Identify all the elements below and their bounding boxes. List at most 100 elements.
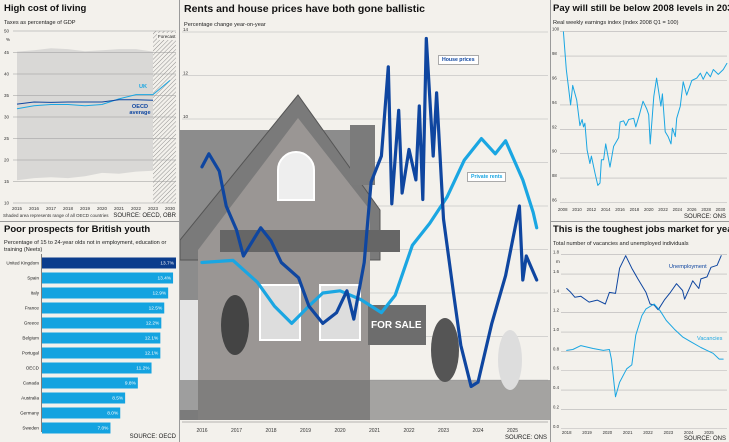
x-tick-label: 2023: [664, 430, 674, 435]
bar: [42, 377, 138, 389]
y-tick-label: 14: [183, 27, 189, 32]
vacancies-line: [566, 303, 724, 398]
x-tick-label: 2022: [131, 206, 142, 211]
y-tick-label: 1.4: [553, 288, 560, 293]
bar-value-label: 12.1%: [145, 351, 159, 357]
tax-chart-source: SOURCE: OECD, OBR: [112, 213, 177, 219]
running-woman: [498, 330, 522, 390]
oecd-average-line: [16, 99, 154, 105]
tax-chart-note: Shaded area represents range of all OECD…: [3, 213, 109, 218]
tax-chart-plot: 10 15 20 25 30 35 40 45 50 2015 2016 2017 2018 2019 20…: [4, 29, 176, 211]
y-tick-label: 0.6: [553, 366, 560, 371]
bar-value-label: 8.0%: [107, 411, 119, 417]
category-label: United Kingdom: [6, 261, 39, 266]
x-tick-label: 2018: [63, 206, 74, 211]
x-tick-label: 2010: [572, 207, 582, 212]
y-tick-label: 50: [4, 29, 10, 34]
jobs-chart-subtitle: Total number of vacancies and unemployed…: [553, 241, 689, 247]
x-tick-label: 2025: [507, 428, 518, 434]
x-tick-label: 2014: [601, 207, 611, 212]
pay-chart-subtitle: Real weekly earnings index (index 2008 Q…: [553, 20, 679, 26]
private-rents-label: Private rents: [467, 172, 507, 182]
bar-value-label: 12.5%: [149, 306, 163, 312]
x-tick-label: 2022: [658, 207, 668, 212]
x-tick-label: 2016: [615, 207, 625, 212]
tax-chart-subtitle: Taxes as percentage of GDP: [4, 20, 76, 26]
y-tick-label: 40: [4, 72, 10, 77]
bar: [42, 347, 161, 359]
x-tick-label: 2008: [558, 207, 568, 212]
jobs-chart-source: SOURCE: ONS: [682, 436, 727, 442]
x-tick-label: 2021: [623, 430, 633, 435]
x-tick-label: 2030: [165, 206, 176, 211]
bar: [42, 302, 165, 314]
bar: [42, 392, 126, 404]
x-tick-label: 2021: [369, 428, 380, 434]
y-tick-label: 0.8: [553, 346, 560, 351]
x-tick-label: 2017: [231, 428, 242, 434]
neet-bar-chart: United Kingdom 13.7% Spain 13.4% Italy 12.9% F…: [6, 254, 176, 434]
x-tick-label: 2019: [582, 430, 592, 435]
oecd-range-band: [17, 48, 153, 181]
column-divider: [179, 0, 180, 442]
x-tick-label: 2012: [587, 207, 597, 212]
x-tick-label: 2015: [12, 206, 23, 211]
bar-value-label: 12.2%: [146, 321, 160, 327]
x-tick-label: 2020: [334, 428, 345, 434]
bar: [42, 362, 152, 374]
x-tick-label: 2026: [687, 207, 697, 212]
y-tick-label: 1.6: [553, 269, 560, 274]
bar-value-label: 9.8%: [125, 381, 137, 387]
x-tick-label: 2018: [562, 430, 572, 435]
bar-value-label: 12.1%: [145, 336, 159, 342]
x-tick-label: 2019: [80, 206, 91, 211]
y-tick-label: 0.0: [553, 424, 560, 429]
bar: [42, 317, 162, 329]
category-label: Germany: [20, 411, 40, 416]
bar-value-label: 7.0%: [98, 426, 110, 432]
x-tick-label: 2024: [684, 430, 694, 435]
x-tick-label: 2019: [300, 428, 311, 434]
jobs-chart-title: This is the toughest jobs market for yea…: [553, 224, 729, 235]
bar-value-label: 12.9%: [153, 291, 167, 297]
chimney: [350, 125, 375, 185]
y-tick-label: 10: [183, 114, 189, 119]
house-prices-line: [200, 36, 539, 389]
bar: [42, 287, 169, 299]
x-tick-label: 2030: [716, 207, 726, 212]
bar-value-label: 8.5%: [112, 396, 124, 402]
y-tick-label: 0.2: [553, 404, 560, 409]
unemployment-label: Unemployment: [669, 264, 707, 270]
column-divider: [550, 0, 551, 442]
bar: [42, 257, 176, 269]
y-tick-label: 10: [4, 201, 10, 206]
vacancies-label: Vacancies: [697, 336, 723, 342]
jobs-chart-panel: This is the toughest jobs market for yea…: [551, 222, 729, 442]
category-label: Spain: [27, 276, 39, 281]
x-tick-label: 2028: [701, 207, 711, 212]
row-divider: [0, 221, 179, 222]
uk-line: [16, 80, 171, 110]
y-tick-label: 35: [4, 93, 10, 98]
category-label: OECD: [26, 366, 40, 371]
x-tick-label: 2017: [46, 206, 57, 211]
housing-chart-source: SOURCE: ONS: [503, 435, 548, 441]
neet-chart-panel: Poor prospects for British youth Percent…: [0, 222, 179, 442]
x-tick-label: 2016: [196, 428, 207, 434]
bar: [42, 272, 174, 284]
y-tick-label: 1.2: [553, 308, 560, 313]
forecast-label: Forecast: [157, 33, 177, 40]
y-tick-label: 20: [4, 158, 10, 163]
jobs-line-chart: 0.0 0.2 0.4 0.6 0.8 1.0 1.2 1.4 1.6 1.8 2018 2019 20…: [553, 250, 727, 435]
uk-series-label: UK: [139, 84, 148, 90]
running-woman: [431, 318, 459, 382]
housing-chart-panel: Rents and house prices have both gone ba…: [180, 0, 550, 442]
jobs-y-unit: m: [556, 259, 560, 264]
x-tick-label: 2016: [29, 206, 40, 211]
pay-chart-panel: Pay will still be below 2008 levels in 2…: [551, 0, 729, 221]
x-tick-label: 2022: [643, 430, 653, 435]
neet-chart-title: Poor prospects for British youth: [4, 224, 151, 235]
y-tick-label: 96: [552, 76, 557, 81]
category-label: Canada: [23, 381, 40, 386]
y-tick-label: 30: [4, 115, 10, 120]
